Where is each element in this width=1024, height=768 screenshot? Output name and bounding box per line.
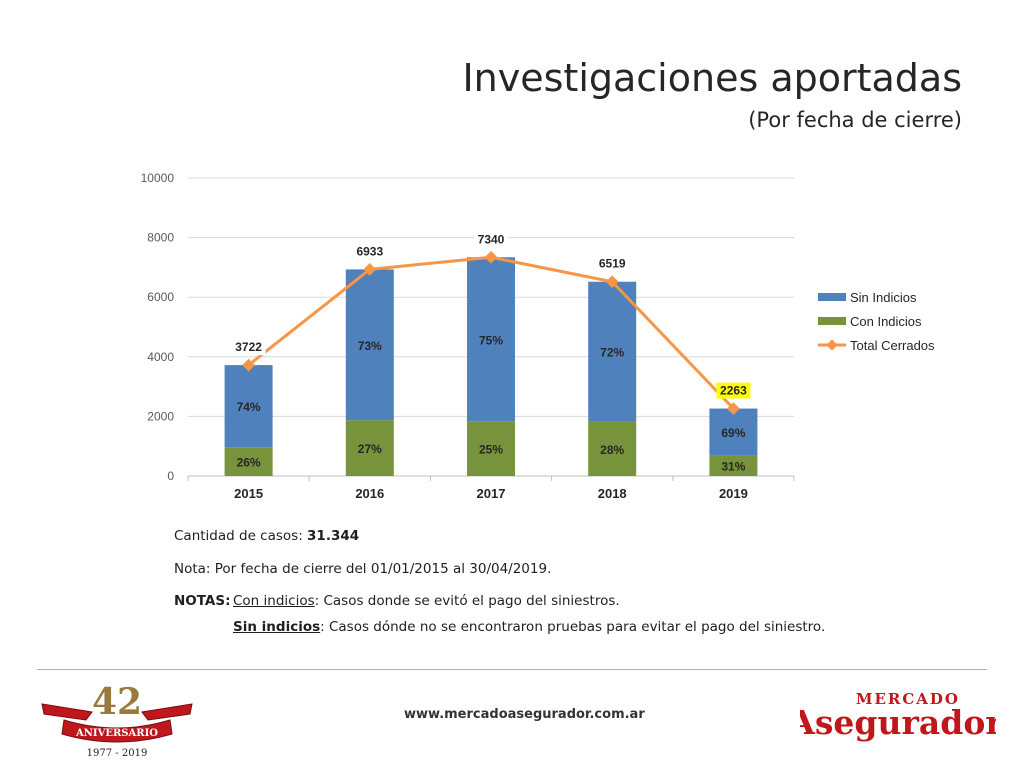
- total-data-label: 3722: [235, 340, 262, 354]
- nota-line: Nota: Por fecha de cierre del 01/01/2015…: [174, 561, 552, 577]
- bar-sin-indicios: [709, 408, 758, 456]
- chart: 0 2000 4000 6000 8000 10000 2015 2016 2017 2018 20…: [141, 171, 935, 501]
- sin-indicios-data-label: 69%: [721, 426, 745, 440]
- sin-indicios-term: Sin indicios: [233, 619, 321, 635]
- con-indicios-data-label: 27%: [358, 442, 382, 456]
- bar-sin-indicios: [345, 269, 394, 421]
- x-tick-label: 2017: [477, 486, 506, 501]
- page-subtitle: (Por fecha de cierre): [748, 108, 962, 132]
- total-data-label: 6519: [599, 257, 626, 271]
- sin-indicios-note: Sin indicios: Casos dónde no se encontra…: [233, 619, 826, 635]
- legend-marker: [826, 339, 838, 351]
- anniversary-years: 1977 - 2019: [87, 748, 148, 759]
- footer-url: www.mercadoasegurador.com.ar: [404, 707, 645, 722]
- brand-main-text: Asegurador: [800, 703, 996, 742]
- total-cerrados-point: [484, 250, 498, 264]
- x-tick-label: 2018: [598, 486, 627, 501]
- con-indicios-data-label: 25%: [479, 443, 503, 457]
- sin-indicios-data-label: 72%: [600, 346, 624, 360]
- page-title: Investigaciones aportadas: [462, 56, 962, 100]
- x-tick-label: 2019: [719, 486, 748, 501]
- total-data-label-box: [231, 339, 266, 356]
- total-data-label-box: [716, 382, 751, 399]
- bar-con-indicios: [345, 420, 394, 476]
- bar-con-indicios: [588, 421, 637, 476]
- brand-logo: MERCADO Asegurador: [800, 690, 996, 742]
- total-data-label: 7340: [478, 232, 505, 246]
- bar-con-indicios: [709, 455, 758, 476]
- legend-label: Con Indicios: [850, 314, 922, 329]
- total-cerrados-point: [242, 358, 255, 372]
- right-wing-shape: [141, 703, 193, 721]
- x-tick-label: 2015: [234, 486, 263, 501]
- y-tick-label: 2000: [147, 409, 174, 423]
- sin-indicios-data-label: 75%: [479, 333, 503, 347]
- total-cerrados-point: [363, 263, 377, 276]
- legend-swatch: [818, 293, 846, 301]
- total-data-label: 6933: [356, 244, 383, 258]
- total-data-label-box: [352, 243, 387, 260]
- brand-top-text: MERCADO: [856, 690, 960, 708]
- y-tick-label: 4000: [147, 350, 174, 364]
- anniversary-number: 42: [92, 681, 142, 723]
- left-wing-shape: [41, 703, 93, 721]
- bar-sin-indicios: [588, 281, 637, 422]
- total-data-label-box: [595, 255, 630, 272]
- footer-divider: [37, 669, 987, 670]
- x-tick-label: 2016: [355, 486, 384, 501]
- y-tick-label: 6000: [147, 290, 174, 304]
- con-indicios-data-label: 26%: [237, 456, 261, 470]
- legend-swatch: [818, 317, 846, 325]
- legend-label: Sin Indicios: [850, 290, 917, 305]
- con-indicios-note: Con indicios: Casos donde se evitó el pa…: [233, 593, 620, 609]
- notas-label: NOTAS:: [174, 593, 231, 609]
- anniversary-banner-text: ANIVERSARIO: [75, 728, 158, 739]
- cases-label: Cantidad de casos:: [174, 528, 308, 544]
- total-data-label: 2263: [720, 384, 747, 398]
- con-indicios-data-label: 28%: [600, 443, 624, 457]
- sin-indicios-data-label: 74%: [237, 400, 261, 414]
- total-data-label-box: [474, 231, 508, 248]
- cases-value: 31.344: [307, 528, 360, 544]
- con-indicios-term: Con indicios: [233, 593, 315, 609]
- cases-line: Cantidad de casos: 31.344: [174, 528, 359, 544]
- y-tick-label: 8000: [147, 231, 174, 245]
- legend-label: Total Cerrados: [850, 338, 935, 353]
- y-tick-label: 0: [167, 469, 174, 483]
- sin-indicios-data-label: 73%: [358, 339, 382, 353]
- bar-sin-indicios: [224, 365, 273, 448]
- y-tick-label: 10000: [141, 171, 175, 185]
- bar-con-indicios: [224, 447, 273, 476]
- anniversary-ribbon: [61, 719, 173, 743]
- anniversary-logo: 42 ANIVERSARIO 1977 - 2019: [41, 681, 193, 759]
- bar-sin-indicios: [467, 257, 515, 422]
- con-indicios-data-label: 31%: [721, 460, 745, 474]
- bar-con-indicios: [467, 421, 515, 476]
